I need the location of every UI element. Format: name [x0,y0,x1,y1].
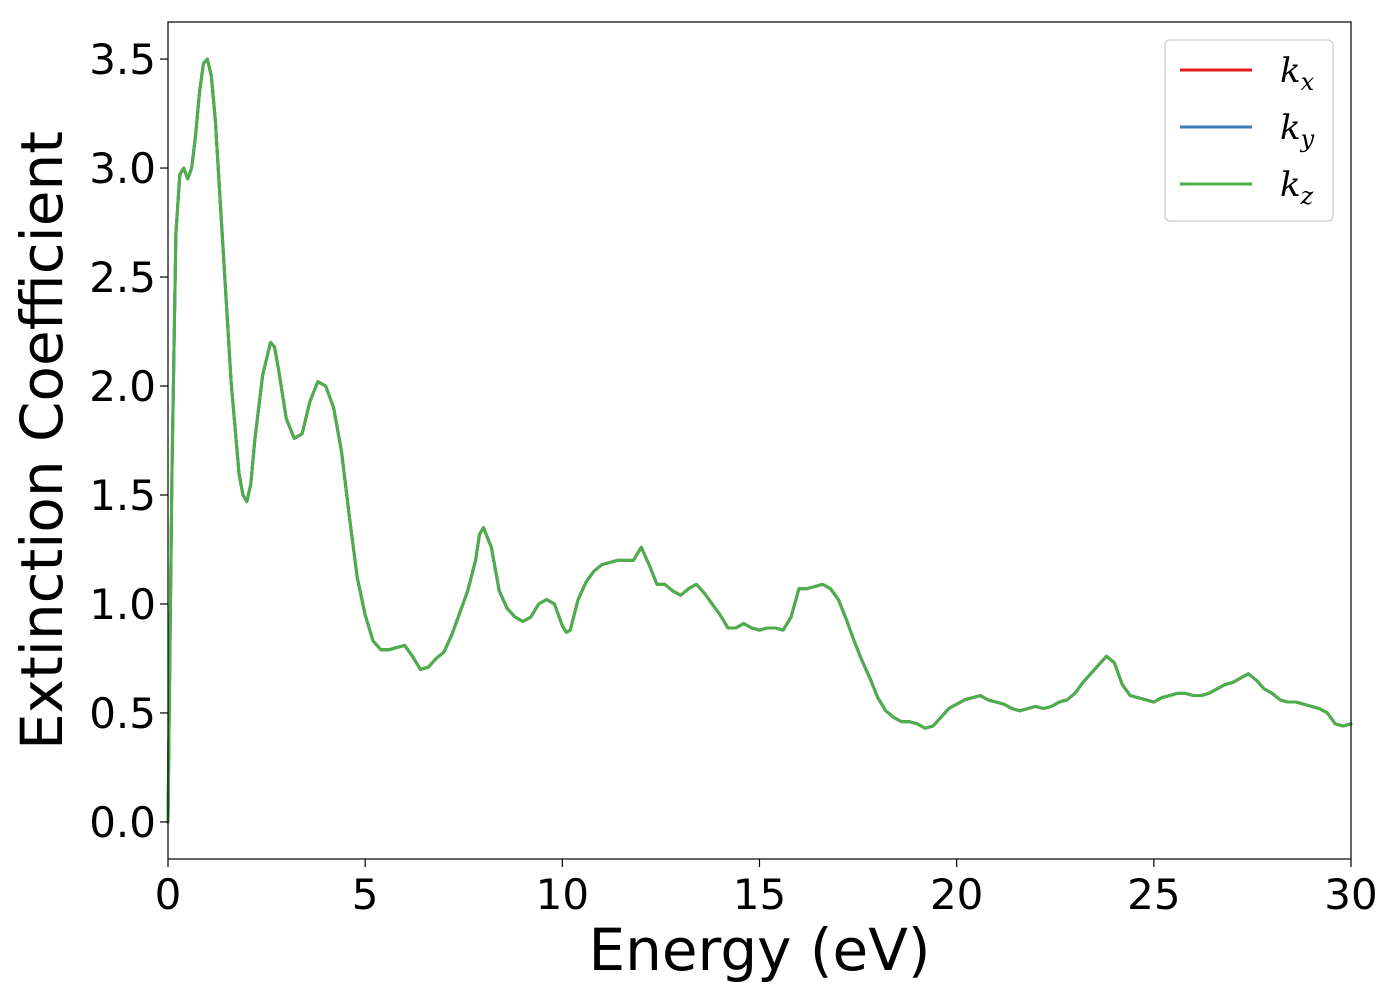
x-tick-label: 20 [930,870,983,919]
x-tick-label: 30 [1324,870,1377,919]
x-axis-title: Energy (eV) [588,916,930,984]
x-tick-label: 5 [352,870,379,919]
y-tick-label: 2.5 [89,253,156,302]
y-tick-label: 3.5 [89,35,156,84]
legend: kx ky kz [1164,39,1334,222]
y-tick-label: 0.5 [89,689,156,738]
ticks-layer: 0 5 10 15 20 25 30 0.0 0.5 1.0 1.5 2.0 2.5 3.0 3.5 [89,35,1378,919]
x-tick-label: 15 [733,870,786,919]
y-tick-label: 0.0 [89,798,156,847]
y-tick-label: 1.5 [89,471,156,520]
series-line-z [166,57,1353,824]
y-axis-title: Extinction Coefficient [8,131,76,750]
legend-label-z: kz [1280,165,1314,210]
y-tick-label: 3.0 [89,144,156,193]
x-tick-label: 0 [155,870,182,919]
x-tick-label: 25 [1127,870,1180,919]
legend-box [1164,39,1334,222]
legend-label-x: kx [1280,51,1315,96]
y-tick-label: 1.0 [89,580,156,629]
series-layer [166,57,1353,824]
x-tick-label: 10 [536,870,589,919]
y-tick-label: 2.0 [89,362,156,411]
legend-label-y: ky [1280,108,1315,153]
